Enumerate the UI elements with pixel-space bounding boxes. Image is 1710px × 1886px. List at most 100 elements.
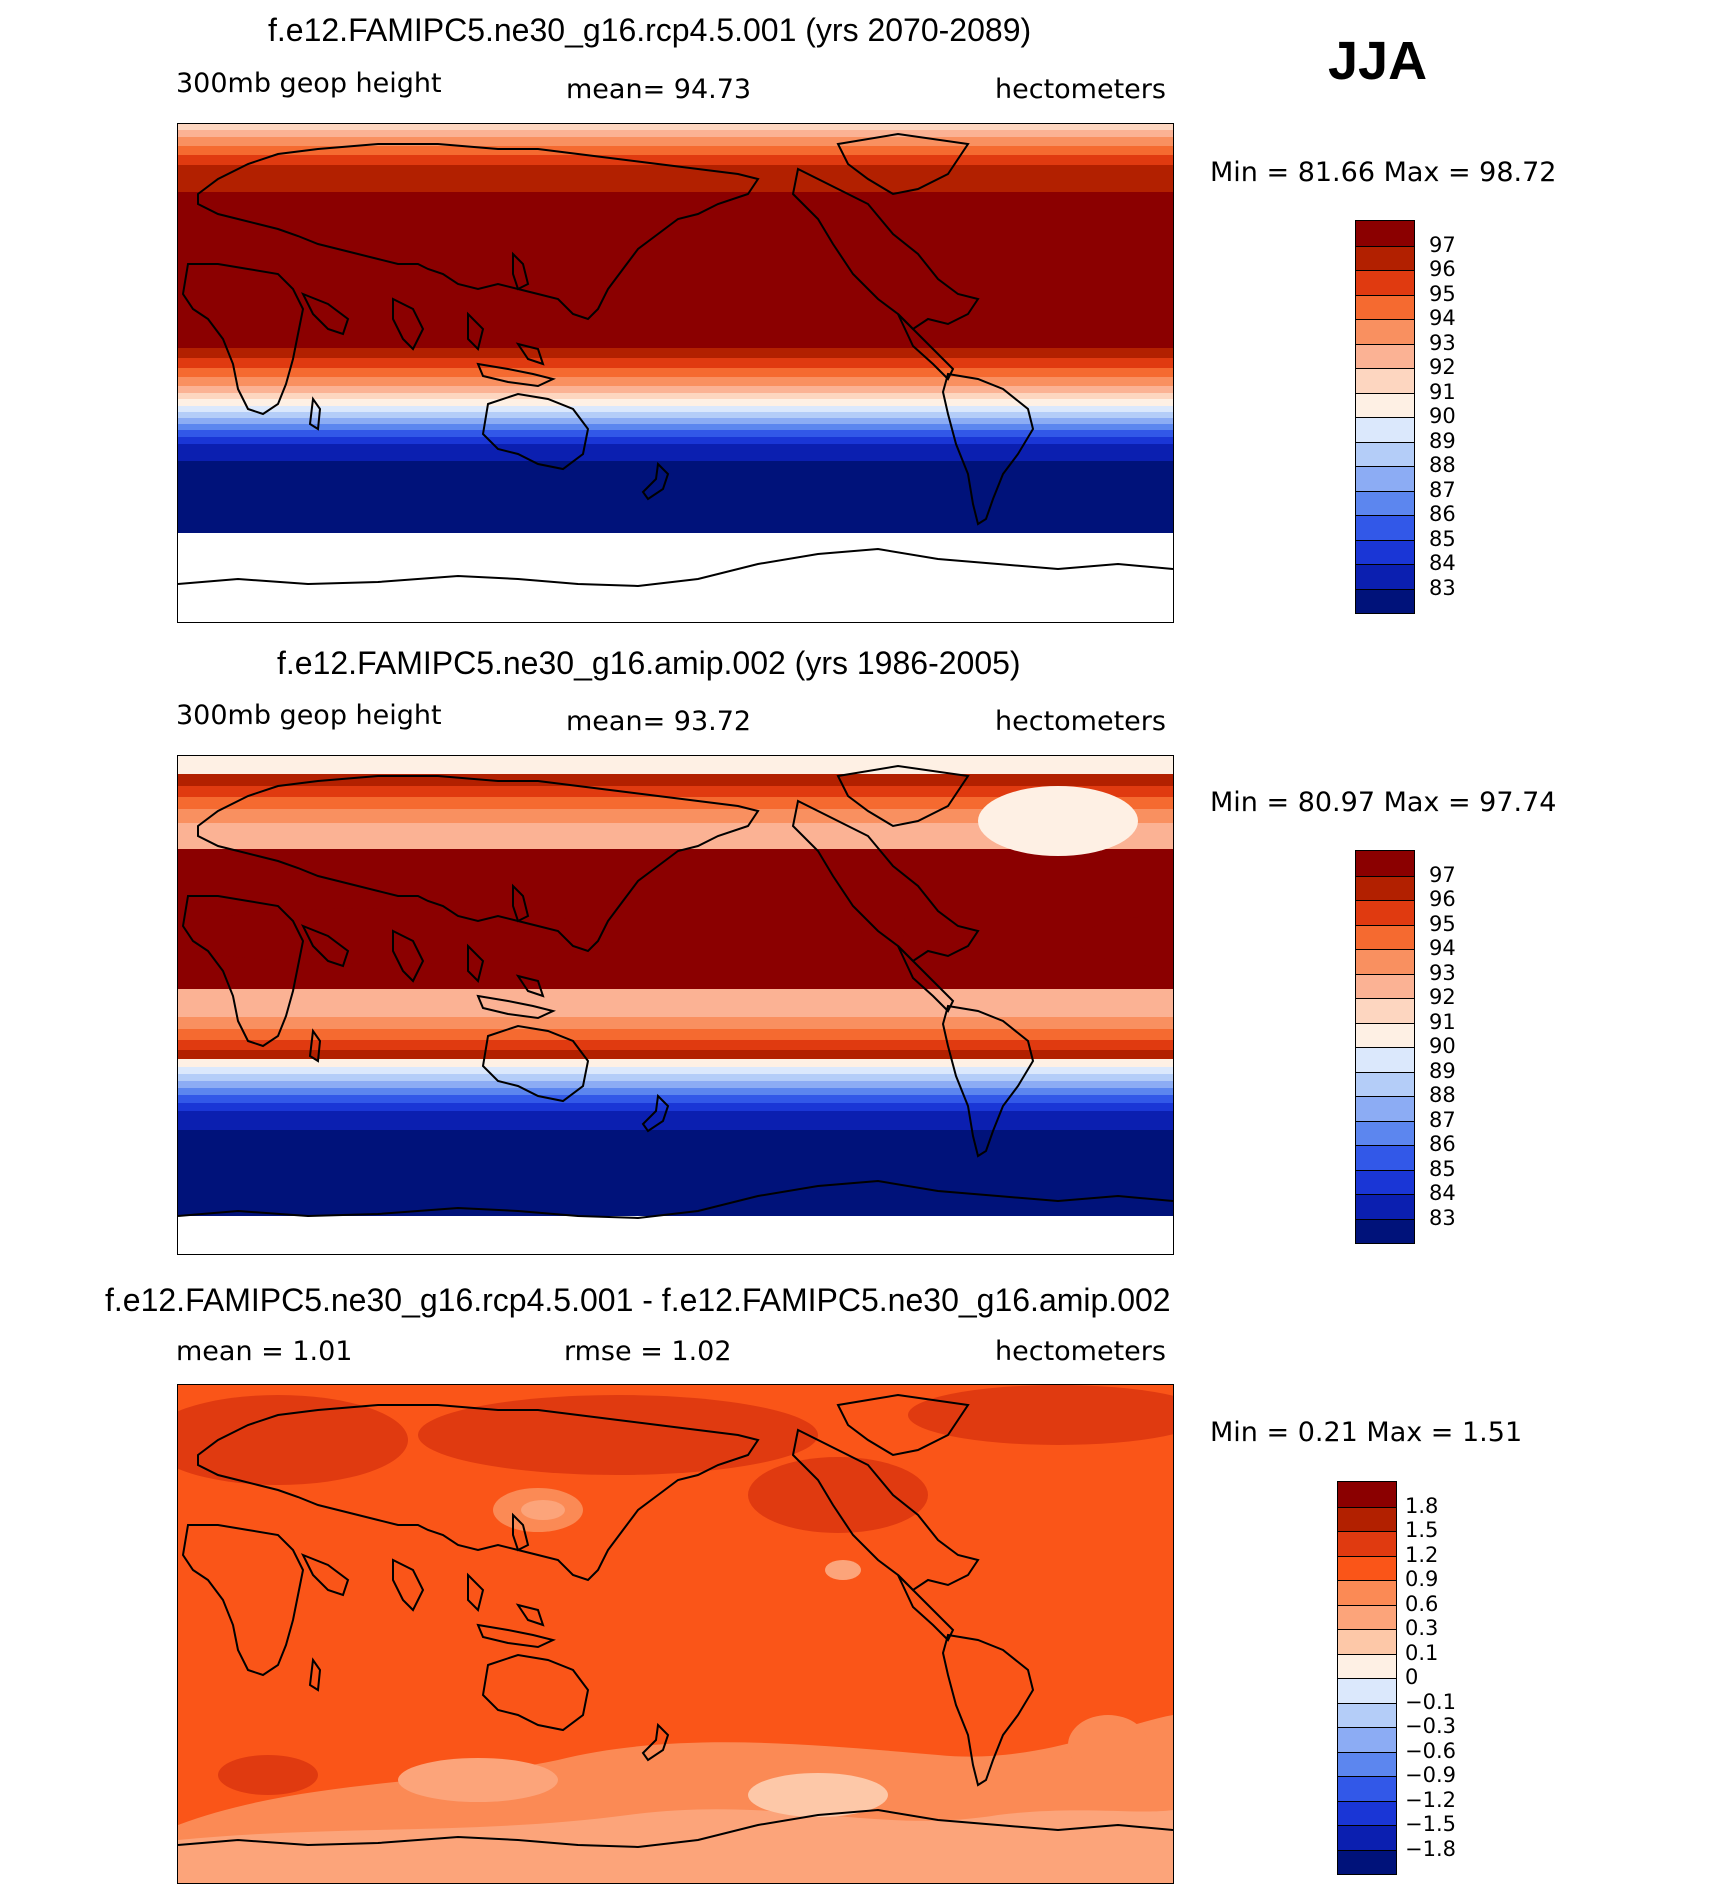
colorbar-tick-label: 0.9 bbox=[1405, 1567, 1439, 1591]
colorbar-swatch bbox=[1356, 949, 1414, 974]
contour-band bbox=[178, 461, 1173, 470]
colorbar-swatch bbox=[1356, 392, 1414, 417]
contour-band bbox=[178, 437, 1173, 445]
colorbar-swatch bbox=[1356, 1096, 1414, 1121]
contour-band bbox=[178, 406, 1173, 413]
panel-title: f.e12.FAMIPC5.ne30_g16.rcp4.5.001 (yrs 2… bbox=[268, 12, 1032, 48]
contour-map bbox=[177, 123, 1174, 623]
contour-map bbox=[177, 755, 1174, 1255]
variable-label: 300mb geop height bbox=[176, 700, 442, 731]
colorbar-swatch bbox=[1338, 1580, 1396, 1605]
colorbar-tick-label: 87 bbox=[1429, 477, 1456, 502]
colorbar-tick-label: 90 bbox=[1429, 1034, 1456, 1058]
contour-bands bbox=[178, 124, 1173, 533]
colorbar-tick-label: 92 bbox=[1429, 355, 1456, 379]
contour-band bbox=[178, 146, 1173, 156]
contour-band bbox=[178, 412, 1173, 419]
colorbar-swatch bbox=[1338, 1751, 1396, 1776]
colorbar-swatch bbox=[1356, 466, 1414, 491]
colorbar-swatch bbox=[1356, 998, 1414, 1023]
colorbar-swatch bbox=[1338, 1653, 1396, 1678]
colorbar-swatch bbox=[1356, 924, 1414, 949]
colorbar: 97 96 95 94 93 92 91 90 89 88 87 86 85 84 83 bbox=[1355, 850, 1456, 1244]
colorbar-boxes bbox=[1355, 220, 1415, 614]
contour-band bbox=[178, 1017, 1173, 1030]
contour-band bbox=[178, 1074, 1173, 1082]
contour-band bbox=[178, 1067, 1173, 1075]
colorbar-tick-label: 0.1 bbox=[1405, 1640, 1439, 1665]
colorbar-tick-label: 94 bbox=[1429, 936, 1456, 960]
contour-band bbox=[178, 1103, 1173, 1112]
colorbar-tick-label: −1.5 bbox=[1405, 1812, 1456, 1836]
colorbar-tick-label: 88 bbox=[1429, 1083, 1456, 1107]
contour-band bbox=[178, 418, 1173, 425]
colorbar-tick-label: 84 bbox=[1429, 551, 1456, 575]
colorbar-swatch bbox=[1356, 1145, 1414, 1170]
colorbar-swatch bbox=[1338, 1629, 1396, 1654]
colorbar-tick-label: 85 bbox=[1429, 1156, 1456, 1181]
colorbar-tick-label: 86 bbox=[1429, 502, 1456, 526]
contour-band bbox=[178, 192, 1173, 349]
min-max-label: Min = 80.97 Max = 97.74 bbox=[1210, 787, 1557, 818]
colorbar-tick-label: −0.6 bbox=[1405, 1738, 1456, 1763]
contour-band bbox=[178, 989, 1173, 1018]
colorbar-swatch bbox=[1356, 875, 1414, 900]
min-max-label: Min = 0.21 Max = 1.51 bbox=[1210, 1417, 1523, 1448]
colorbar-swatch bbox=[1338, 1702, 1396, 1727]
units-label: hectometers bbox=[995, 1336, 1166, 1367]
colorbar-tick-label: 0.3 bbox=[1405, 1616, 1439, 1640]
contour-band bbox=[178, 1111, 1173, 1121]
contour-band bbox=[178, 386, 1173, 394]
colorbar-tick-label: −1.8 bbox=[1405, 1836, 1456, 1861]
colorbar-tick-label: 91 bbox=[1429, 379, 1456, 404]
contour-band bbox=[178, 1140, 1173, 1216]
colorbar-tick-label: 0 bbox=[1405, 1665, 1419, 1689]
colorbar-tick-label: 85 bbox=[1429, 526, 1456, 551]
contour-map bbox=[177, 1384, 1174, 1884]
contour-band bbox=[178, 348, 1173, 359]
colorbar-tick-label: −1.2 bbox=[1405, 1787, 1456, 1812]
contour-band bbox=[178, 137, 1173, 147]
colorbar-swatch bbox=[1356, 515, 1414, 540]
contour-band bbox=[178, 1081, 1173, 1089]
colorbar-swatch bbox=[1356, 900, 1414, 925]
difference-contours bbox=[178, 1385, 1173, 1883]
colorbar-tick-label: 97 bbox=[1429, 862, 1456, 887]
colorbar-tick-label: 96 bbox=[1429, 887, 1456, 911]
colorbar-swatch bbox=[1356, 270, 1414, 295]
colorbar-tick-label: 84 bbox=[1429, 1181, 1456, 1205]
colorbar-tick-label: 1.5 bbox=[1405, 1518, 1439, 1542]
contour-band bbox=[178, 399, 1173, 407]
colorbar-swatch bbox=[1356, 490, 1414, 515]
colorbar-tick-label: 90 bbox=[1429, 404, 1456, 428]
colorbar-tick-label: −0.9 bbox=[1405, 1763, 1456, 1787]
contour-band bbox=[178, 797, 1173, 810]
colorbar-swatch bbox=[1338, 1678, 1396, 1703]
contour-band bbox=[178, 1120, 1173, 1131]
colorbar-swatch bbox=[1356, 1120, 1414, 1145]
colorbar-tick-label: 87 bbox=[1429, 1107, 1456, 1132]
colorbar-swatch bbox=[1356, 343, 1414, 368]
variable-label: 300mb geop height bbox=[176, 68, 442, 99]
contour-band bbox=[178, 452, 1173, 462]
colorbar-swatch bbox=[1338, 1555, 1396, 1580]
colorbar-tick-label: 1.2 bbox=[1405, 1542, 1439, 1567]
contour-band bbox=[178, 1059, 1173, 1068]
colorbar-tick-label: 94 bbox=[1429, 306, 1456, 330]
contour-band bbox=[178, 809, 1173, 824]
contour-band bbox=[178, 1040, 1173, 1051]
units-label: hectometers bbox=[995, 74, 1166, 105]
colorbar-tick-label: 0.6 bbox=[1405, 1591, 1439, 1616]
colorbar-swatch bbox=[1356, 1047, 1414, 1072]
colorbar-swatch bbox=[1338, 1482, 1396, 1507]
colorbar-tick-label: 86 bbox=[1429, 1132, 1456, 1156]
panel-title: f.e12.FAMIPC5.ne30_g16.amip.002 (yrs 198… bbox=[277, 645, 1021, 681]
colorbar-swatch bbox=[1338, 1800, 1396, 1825]
mean-label: mean= 94.73 bbox=[566, 74, 752, 105]
colorbar-swatch bbox=[1356, 1022, 1414, 1047]
contour-band bbox=[178, 430, 1173, 438]
colorbar-swatch bbox=[1338, 1849, 1396, 1874]
colorbar-tick-label: 88 bbox=[1429, 453, 1456, 477]
colorbar-tick-label: 83 bbox=[1429, 575, 1456, 600]
colorbar-swatch bbox=[1356, 294, 1414, 319]
